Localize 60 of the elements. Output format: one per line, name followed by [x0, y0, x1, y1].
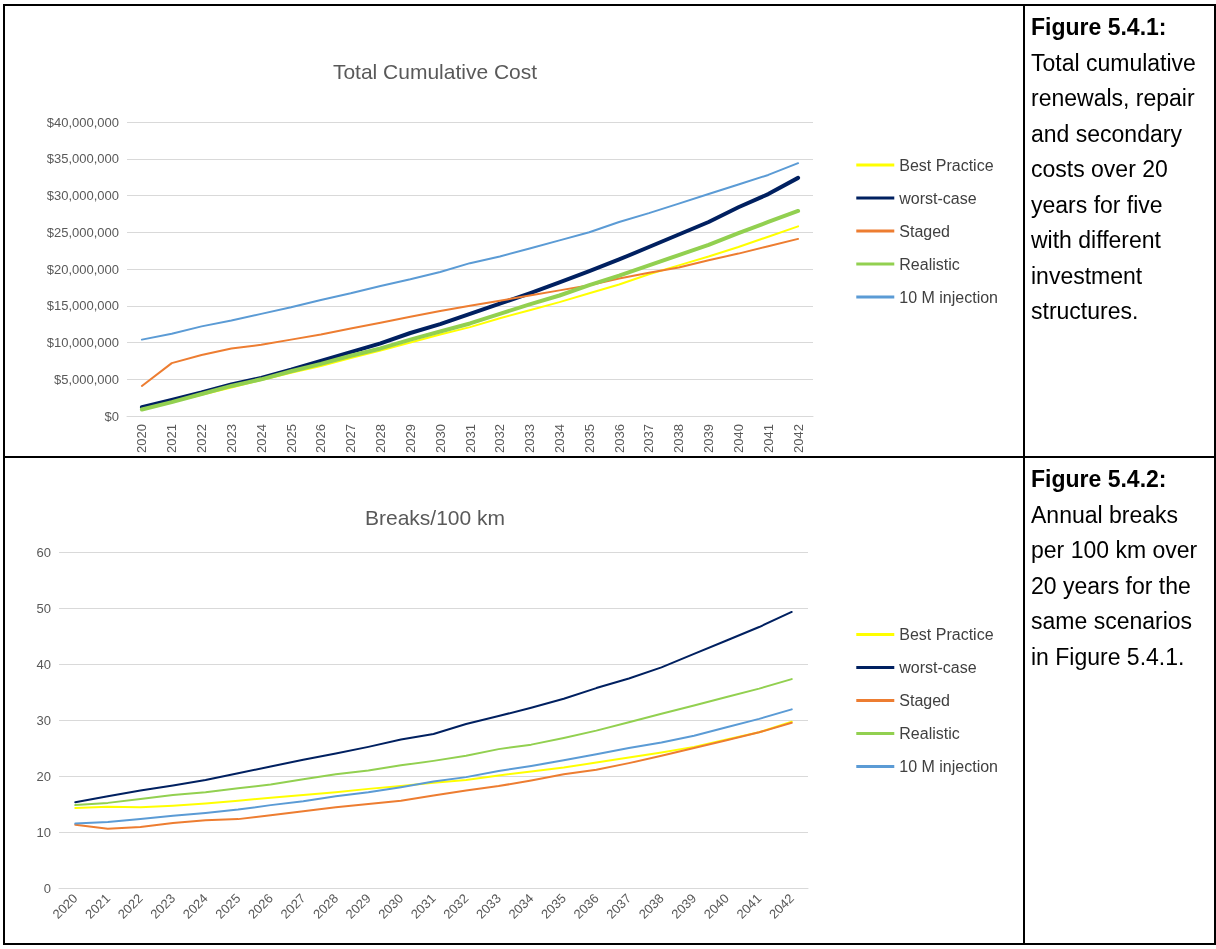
y-tick-label: 50: [36, 600, 51, 616]
y-tick-label: $25,000,000: [46, 224, 119, 240]
x-tick-label: 2030: [432, 424, 448, 453]
y-tick-label: 40: [36, 656, 51, 672]
x-tick-label: 2021: [164, 424, 180, 453]
x-tick-label: 2027: [343, 424, 359, 453]
x-tick-label: 2036: [611, 424, 627, 453]
x-tick-label: 2041: [760, 424, 776, 453]
y-tick-label: 20: [36, 768, 51, 784]
x-tick-label: 2037: [641, 424, 657, 453]
y-tick-label: $15,000,000: [46, 298, 119, 314]
y-tick-label: $0: [104, 408, 119, 424]
x-tick-label: 2020: [134, 424, 150, 453]
y-tick-label: $30,000,000: [46, 188, 119, 204]
x-tick-label: 2031: [462, 424, 478, 453]
line-series: [74, 610, 793, 804]
x-tick-label: 2035: [581, 424, 597, 453]
x-tick-label: 2040: [730, 424, 746, 453]
legend-label: Staged: [899, 692, 950, 709]
y-tick-label: $5,000,000: [53, 371, 119, 387]
y-tick-label: 10: [36, 824, 51, 840]
line-series: [74, 720, 793, 809]
x-tick-label: 2034: [551, 424, 567, 453]
line-series: [140, 162, 800, 341]
line-series: [140, 237, 800, 387]
legend-label: Realistic: [899, 725, 960, 742]
y-tick-label: $35,000,000: [46, 151, 119, 167]
x-tick-label: 2032: [492, 424, 508, 453]
x-tick-label: 2026: [313, 424, 329, 453]
caption: Figure 5.4.1:: [1031, 13, 1168, 42]
y-tick-label: $40,000,000: [46, 114, 119, 130]
x-tick-label: 2029: [402, 424, 418, 453]
x-tick-label: 2028: [373, 424, 389, 453]
x-tick-label: 2025: [283, 424, 299, 453]
text: Annual breaks per 100 km over 20 years for the same scenarios in Figure 5.4.1.: [1031, 501, 1198, 670]
y-tick-label: 60: [36, 544, 51, 560]
legend-label: worst-case: [898, 659, 977, 676]
y-tick-label: $10,000,000: [46, 335, 119, 351]
x-tick-label: 2023: [223, 424, 239, 453]
x-tick-label: 2024: [253, 424, 269, 453]
legend-label: Best Practice: [899, 156, 994, 174]
legend-label: Staged: [899, 222, 950, 240]
text: Total cumulative renewals, repair and secondary costs over 20 years for five with different investment structures.: [1031, 49, 1196, 324]
legend-label: 10 M injection: [899, 758, 998, 775]
x-tick-label: 2039: [701, 424, 717, 453]
y-tick-label: 0: [43, 880, 51, 896]
x-tick-label: 2038: [671, 424, 687, 453]
chart-title: Total Cumulative Cost: [332, 60, 538, 83]
x-tick-label: 2042: [790, 424, 806, 453]
x-tick-label: 2022: [194, 424, 210, 453]
caption: Figure 5.4.2:: [1031, 465, 1168, 494]
legend-label: Best Practice: [899, 626, 994, 643]
legend-label: worst-case: [898, 189, 977, 207]
line-series: [74, 678, 793, 807]
y-tick-label: 30: [36, 712, 51, 728]
legend-label: 10 M injection: [899, 288, 998, 306]
legend-label: Realistic: [899, 255, 960, 273]
y-tick-label: $20,000,000: [46, 261, 119, 277]
chart-title: Breaks/100 km: [364, 506, 506, 529]
x-tick-label: 2033: [522, 424, 538, 453]
